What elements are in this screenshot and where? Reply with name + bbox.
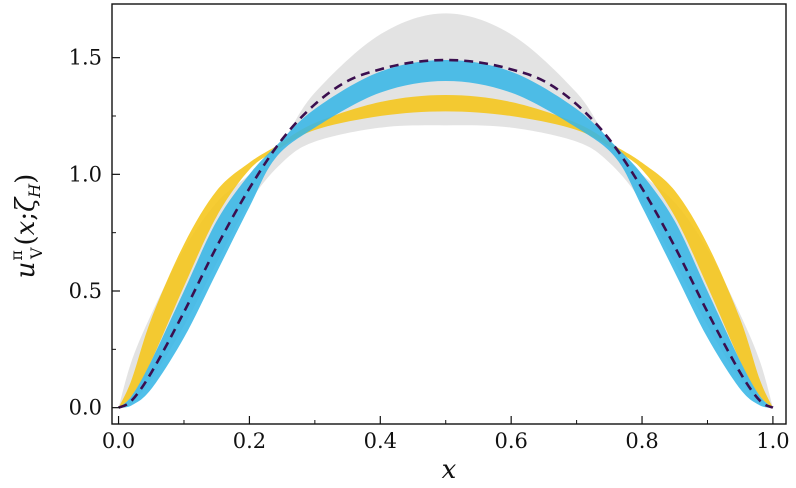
y-tick-label: 0.5 xyxy=(69,279,102,303)
x-tick-label: 0.6 xyxy=(494,429,527,453)
y-label-zeta: ζ xyxy=(11,196,41,212)
y-label-u: u xyxy=(11,262,41,279)
y-label-x: x xyxy=(11,220,41,235)
plot-frame xyxy=(111,3,787,425)
y-label-open: ( xyxy=(11,235,41,245)
y-label-close: ) xyxy=(11,174,41,184)
x-tick-label: 0.2 xyxy=(233,429,266,453)
y-label-sep: ; xyxy=(11,212,41,221)
y-axis-label: uπV (x;ζH) xyxy=(7,174,46,279)
y-tick-label: 1.5 xyxy=(69,46,102,70)
x-tick-label: 0.8 xyxy=(625,429,658,453)
y-tick-label: 1.0 xyxy=(69,162,102,186)
y-tick-label: 0.0 xyxy=(69,396,102,420)
x-tick-label: 0.4 xyxy=(364,429,397,453)
band-series-0 xyxy=(118,13,773,408)
x-tick-label: 1.0 xyxy=(756,429,789,453)
y-label-zeta-sub: H xyxy=(25,183,44,199)
y-label-sub: V xyxy=(27,247,46,260)
dashed-mean-line xyxy=(117,58,774,409)
y-label-sup: π xyxy=(7,250,26,261)
axis-ticks xyxy=(112,57,774,424)
x-tick-label: 0.0 xyxy=(102,429,135,453)
plot-content xyxy=(117,13,774,409)
band-series-2 xyxy=(118,60,773,408)
tick-labels: 0.0 0.2 0.4 0.6 0.8 1.0 0.0 0.5 1.0 1.5 xyxy=(69,46,790,453)
x-axis-label: x xyxy=(442,455,457,485)
